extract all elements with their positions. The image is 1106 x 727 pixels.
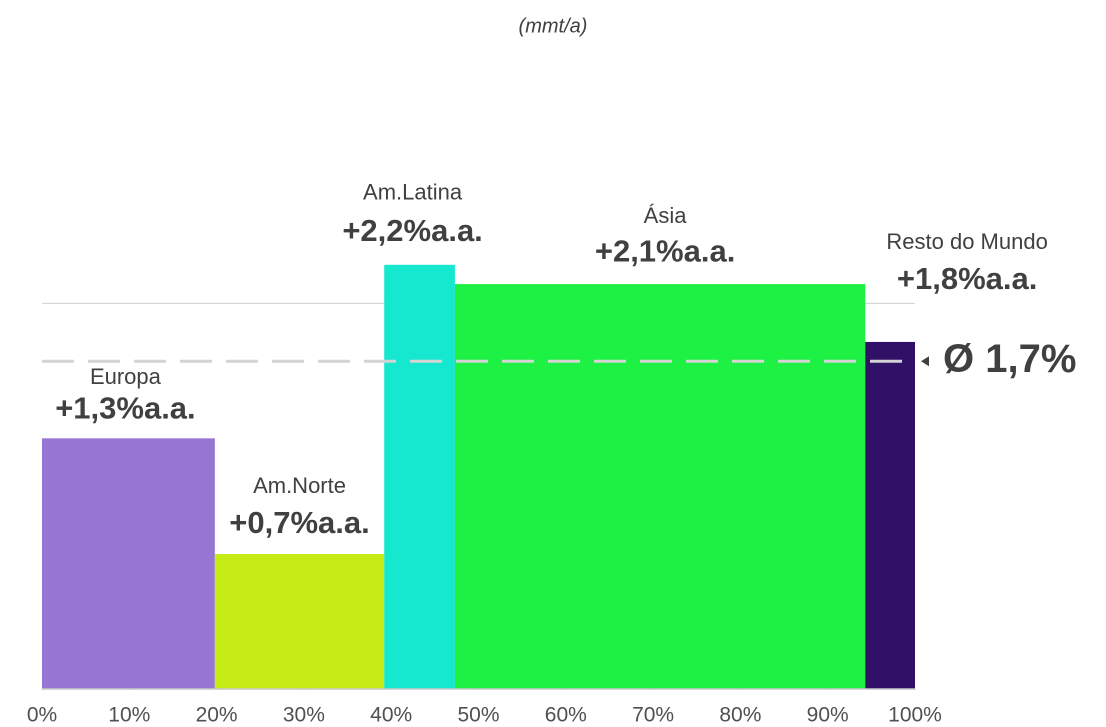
category-label: Am.Norte	[253, 473, 346, 498]
value-label: +1,8%a.a.	[897, 261, 1037, 296]
x-tick-label: 30%	[283, 704, 325, 727]
value-label: +0,7%a.a.	[229, 505, 369, 540]
x-tick-label: 80%	[719, 704, 761, 727]
average-arrow	[921, 356, 929, 367]
category-label: Ásia	[644, 203, 688, 228]
average-label: Ø 1,7%	[943, 337, 1076, 381]
x-tick-label: 50%	[457, 704, 499, 727]
chart-title: (mmt/a)	[519, 15, 588, 37]
bar	[454, 284, 866, 689]
category-label: Resto do Mundo	[886, 229, 1047, 254]
bar	[42, 438, 215, 689]
x-tick-label: 0%	[27, 704, 57, 727]
bar	[384, 264, 455, 689]
value-label: +1,3%a.a.	[55, 391, 195, 426]
x-tick-label: 100%	[888, 704, 942, 727]
category-label: Am.Latina	[363, 180, 463, 205]
x-tick-label: 20%	[196, 704, 238, 727]
x-tick-label: 60%	[545, 704, 587, 727]
x-tick-label: 90%	[807, 704, 849, 727]
bar	[865, 341, 915, 689]
value-label: +2,2%a.a.	[342, 213, 482, 248]
value-label: +2,1%a.a.	[595, 233, 735, 268]
x-tick-label: 40%	[370, 704, 412, 727]
category-label: Europa	[90, 364, 162, 389]
x-tick-label: 70%	[632, 704, 674, 727]
bar	[214, 554, 385, 689]
x-tick-label: 10%	[108, 704, 150, 727]
